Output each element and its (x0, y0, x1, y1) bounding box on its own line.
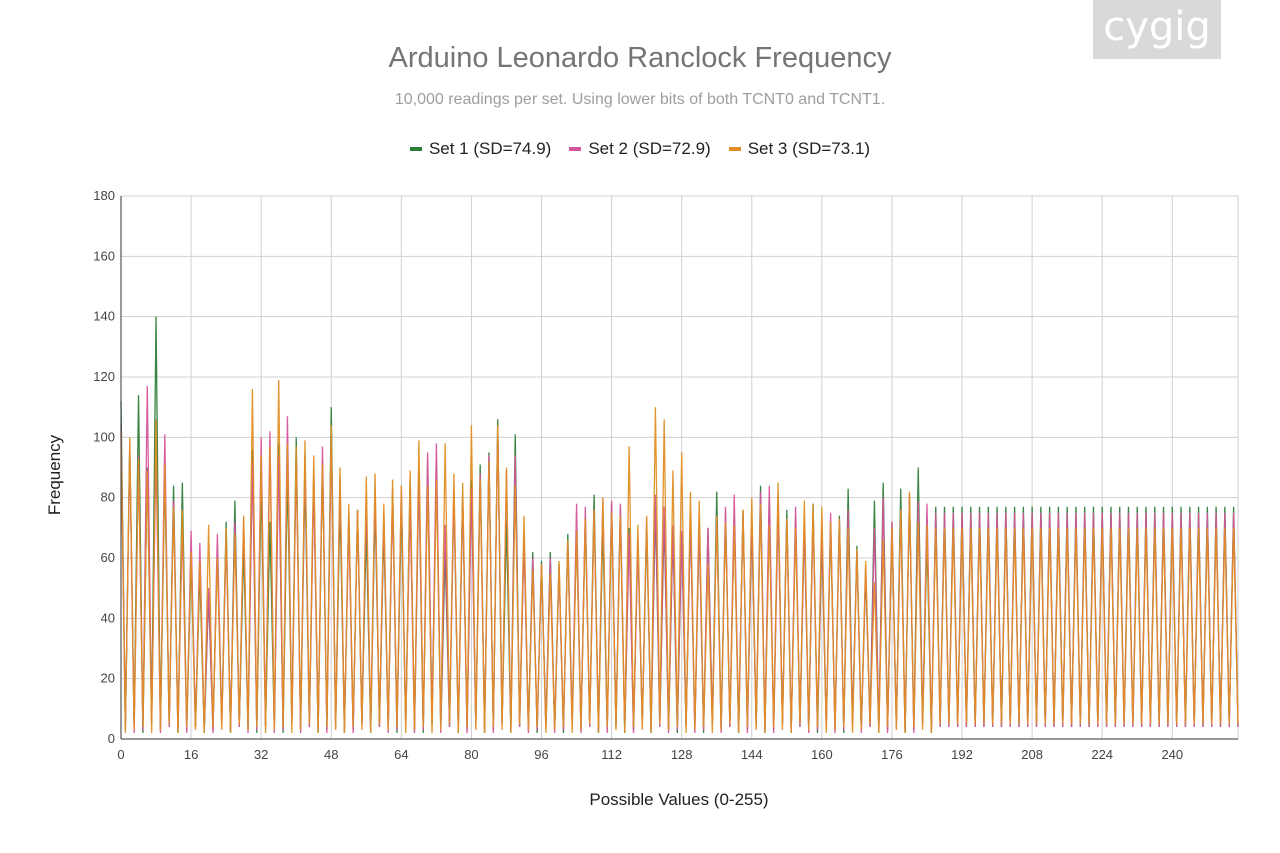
y-tick-label: 40 (101, 610, 115, 625)
legend-item-set2[interactable]: Set 2 (SD=72.9) (569, 139, 711, 159)
legend-item-set1[interactable]: Set 1 (SD=74.9) (409, 139, 552, 159)
y-tick-label: 100 (93, 429, 115, 444)
x-tick-label: 80 (464, 747, 478, 762)
x-tick-label: 128 (671, 747, 693, 762)
y-tick-label: 60 (101, 550, 115, 565)
x-tick-label: 176 (881, 747, 903, 762)
legend-swatch-set2 (569, 147, 582, 151)
tick-labels: 0 20 40 60 80 100 120 140 160 180 0 16 32 48 64 80 96 112… (93, 188, 1183, 762)
y-tick-label: 180 (93, 188, 115, 203)
chart-subtitle: 10,000 readings per set. Using lower bit… (394, 91, 886, 108)
x-tick-label: 192 (951, 747, 973, 762)
x-tick-label: 64 (394, 747, 408, 762)
legend-item-set3[interactable]: Set 3 (SD=73.1) (728, 139, 871, 159)
y-tick-label: 20 (101, 671, 115, 686)
y-tick-label: 160 (93, 248, 115, 263)
y-tick-label: 0 (108, 731, 115, 746)
x-tick-label: 96 (534, 747, 548, 762)
y-tick-label: 120 (93, 369, 115, 384)
x-tick-label: 16 (184, 747, 198, 762)
x-tick-label: 112 (601, 747, 622, 762)
y-tick-label: 80 (101, 490, 115, 505)
x-tick-label: 48 (324, 747, 338, 762)
logo: cygig (1093, 0, 1221, 59)
chart-legend: Set 1 (SD=74.9) Set 2 (SD=72.9) Set 3 (S… (0, 139, 1280, 159)
legend-swatch-set3 (728, 147, 741, 151)
legend-label-set3: Set 3 (SD=73.1) (747, 139, 871, 158)
legend-label-set2: Set 2 (SD=72.9) (588, 139, 711, 158)
y-tick-label: 140 (93, 309, 115, 324)
x-tick-label: 240 (1161, 747, 1183, 762)
series-line-set3 (120, 380, 1239, 733)
x-tick-label: 144 (741, 747, 763, 762)
axes (120, 196, 1238, 740)
x-tick-label: 0 (117, 747, 124, 762)
x-axis-label: Possible Values (0-255) (589, 790, 769, 809)
x-tick-label: 160 (811, 747, 833, 762)
x-tick-label: 224 (1091, 747, 1113, 762)
chart-title: Arduino Leonardo Ranclock Frequency (388, 42, 892, 74)
x-tick-label: 32 (254, 747, 268, 762)
x-tick-label: 208 (1021, 747, 1043, 762)
legend-swatch-set1 (409, 147, 422, 151)
series-lines (120, 316, 1239, 733)
legend-label-set1: Set 1 (SD=74.9) (428, 139, 552, 158)
y-axis-label: Frequency (45, 434, 64, 516)
